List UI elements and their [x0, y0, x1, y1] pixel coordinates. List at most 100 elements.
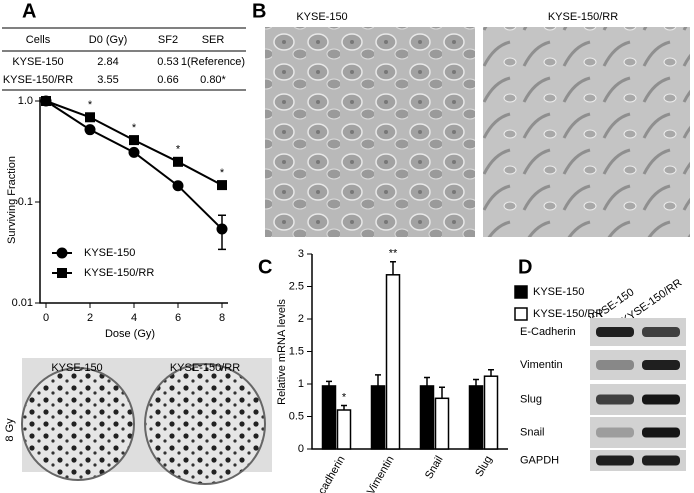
bar	[434, 397, 450, 450]
bar	[385, 274, 401, 450]
panel-label: B	[252, 0, 266, 22]
colony-label: KYSE-150	[51, 362, 102, 374]
blot-band	[642, 455, 680, 466]
marker	[57, 268, 67, 278]
panel-label: A	[22, 0, 36, 22]
x-tick-label: E-cadherin	[311, 454, 348, 493]
error-bar	[424, 376, 430, 386]
y-tick-label: 1.0	[18, 95, 33, 107]
table-cell: 0.53	[157, 56, 178, 68]
protein-label: GAPDH	[520, 454, 559, 466]
micrograph	[483, 27, 690, 237]
y-tick-label: 2.5	[289, 280, 304, 292]
panel-label: C	[258, 256, 272, 278]
error-bar	[326, 380, 332, 386]
marker	[172, 180, 184, 192]
x-tick-label: 6	[175, 312, 181, 324]
table-header: D0 (Gy)	[89, 34, 128, 46]
blot-band	[596, 427, 634, 438]
blot-band	[596, 455, 634, 466]
blot-band	[596, 394, 634, 405]
legend-label: KYSE-150/RR	[533, 308, 603, 320]
y-tick-label: 1	[298, 378, 304, 390]
legend-swatch	[514, 285, 528, 299]
table-cell: 2.84	[97, 56, 118, 68]
y-tick-label: 0	[298, 443, 304, 455]
micrograph-label: KYSE-150/RR	[548, 11, 618, 23]
protein-label: Vimentin	[520, 359, 563, 371]
x-tick-label: Vimentin	[365, 454, 397, 493]
marker	[216, 223, 228, 235]
table-cell: 0.66	[157, 74, 178, 86]
y-axis-label: Relative mRNA levels	[276, 299, 288, 405]
y-tick-label: 3	[298, 248, 304, 260]
marker	[129, 135, 139, 146]
annotation: *	[342, 391, 347, 403]
protein-label: Slug	[520, 393, 542, 405]
annotation: *	[220, 167, 225, 179]
x-tick-label: 8	[219, 312, 225, 324]
x-axis-label: Dose (Gy)	[105, 328, 155, 340]
marker	[85, 112, 95, 123]
y-tick-label: 0.1	[18, 196, 33, 208]
annotation: *	[88, 99, 93, 111]
dish	[144, 363, 266, 485]
micrograph	[265, 27, 475, 237]
bar	[336, 409, 352, 450]
x-tick-label: 2	[87, 312, 93, 324]
marker	[56, 247, 68, 259]
x-tick-label: 4	[131, 312, 137, 324]
table-header: SF2	[158, 34, 178, 46]
blot-band	[596, 360, 634, 370]
bar	[321, 385, 337, 450]
bar	[483, 375, 499, 450]
error-bar	[390, 261, 396, 275]
colony-label: KYSE-150/RR	[170, 362, 240, 374]
error-bar	[341, 404, 347, 410]
marker	[217, 180, 227, 191]
protein-label: E-Cadherin	[520, 326, 576, 338]
table-cell: 0.80*	[200, 74, 226, 86]
series-line	[45, 100, 223, 230]
micrograph-label: KYSE-150	[296, 11, 347, 23]
dose-label: 8 Gy	[4, 418, 16, 442]
dish	[21, 367, 135, 481]
blot-band	[596, 327, 634, 337]
table-cell: KYSE-150/RR	[3, 74, 73, 86]
legend-label: KYSE-150/RR	[84, 267, 154, 279]
error-bar	[488, 368, 494, 377]
table-cell: 3.55	[97, 74, 118, 86]
protein-label: Snail	[520, 426, 544, 438]
error-bar	[439, 386, 445, 399]
legend-label: KYSE-150	[84, 247, 135, 259]
y-tick-label: 1.5	[289, 345, 304, 357]
blot-band	[642, 327, 680, 337]
y-tick-label: 2	[298, 313, 304, 325]
bar	[370, 385, 386, 450]
table-header: SER	[202, 34, 225, 46]
legend-label: KYSE-150	[533, 286, 584, 298]
bar	[419, 385, 435, 450]
marker	[173, 156, 183, 167]
annotation: **	[389, 248, 398, 260]
error-bar	[473, 378, 479, 386]
x-tick-label: 0	[43, 312, 49, 324]
x-tick-label: Slug	[473, 454, 494, 479]
y-tick-label: 0.01	[12, 297, 33, 309]
bar	[468, 385, 484, 450]
table-header: Cells	[26, 34, 51, 46]
marker	[128, 146, 140, 158]
annotation: *	[132, 122, 137, 134]
y-axis-label: Surviving Fraction	[6, 156, 18, 244]
marker	[84, 124, 96, 136]
legend-swatch	[514, 307, 528, 321]
x-tick-label: Snail	[423, 454, 446, 481]
blot-band	[642, 360, 680, 370]
blot-band	[642, 427, 680, 438]
error-bar	[375, 374, 381, 386]
table-cell: KYSE-150	[12, 56, 63, 68]
blot-strip	[590, 450, 686, 471]
blot-band	[642, 394, 680, 405]
marker	[41, 96, 51, 106]
